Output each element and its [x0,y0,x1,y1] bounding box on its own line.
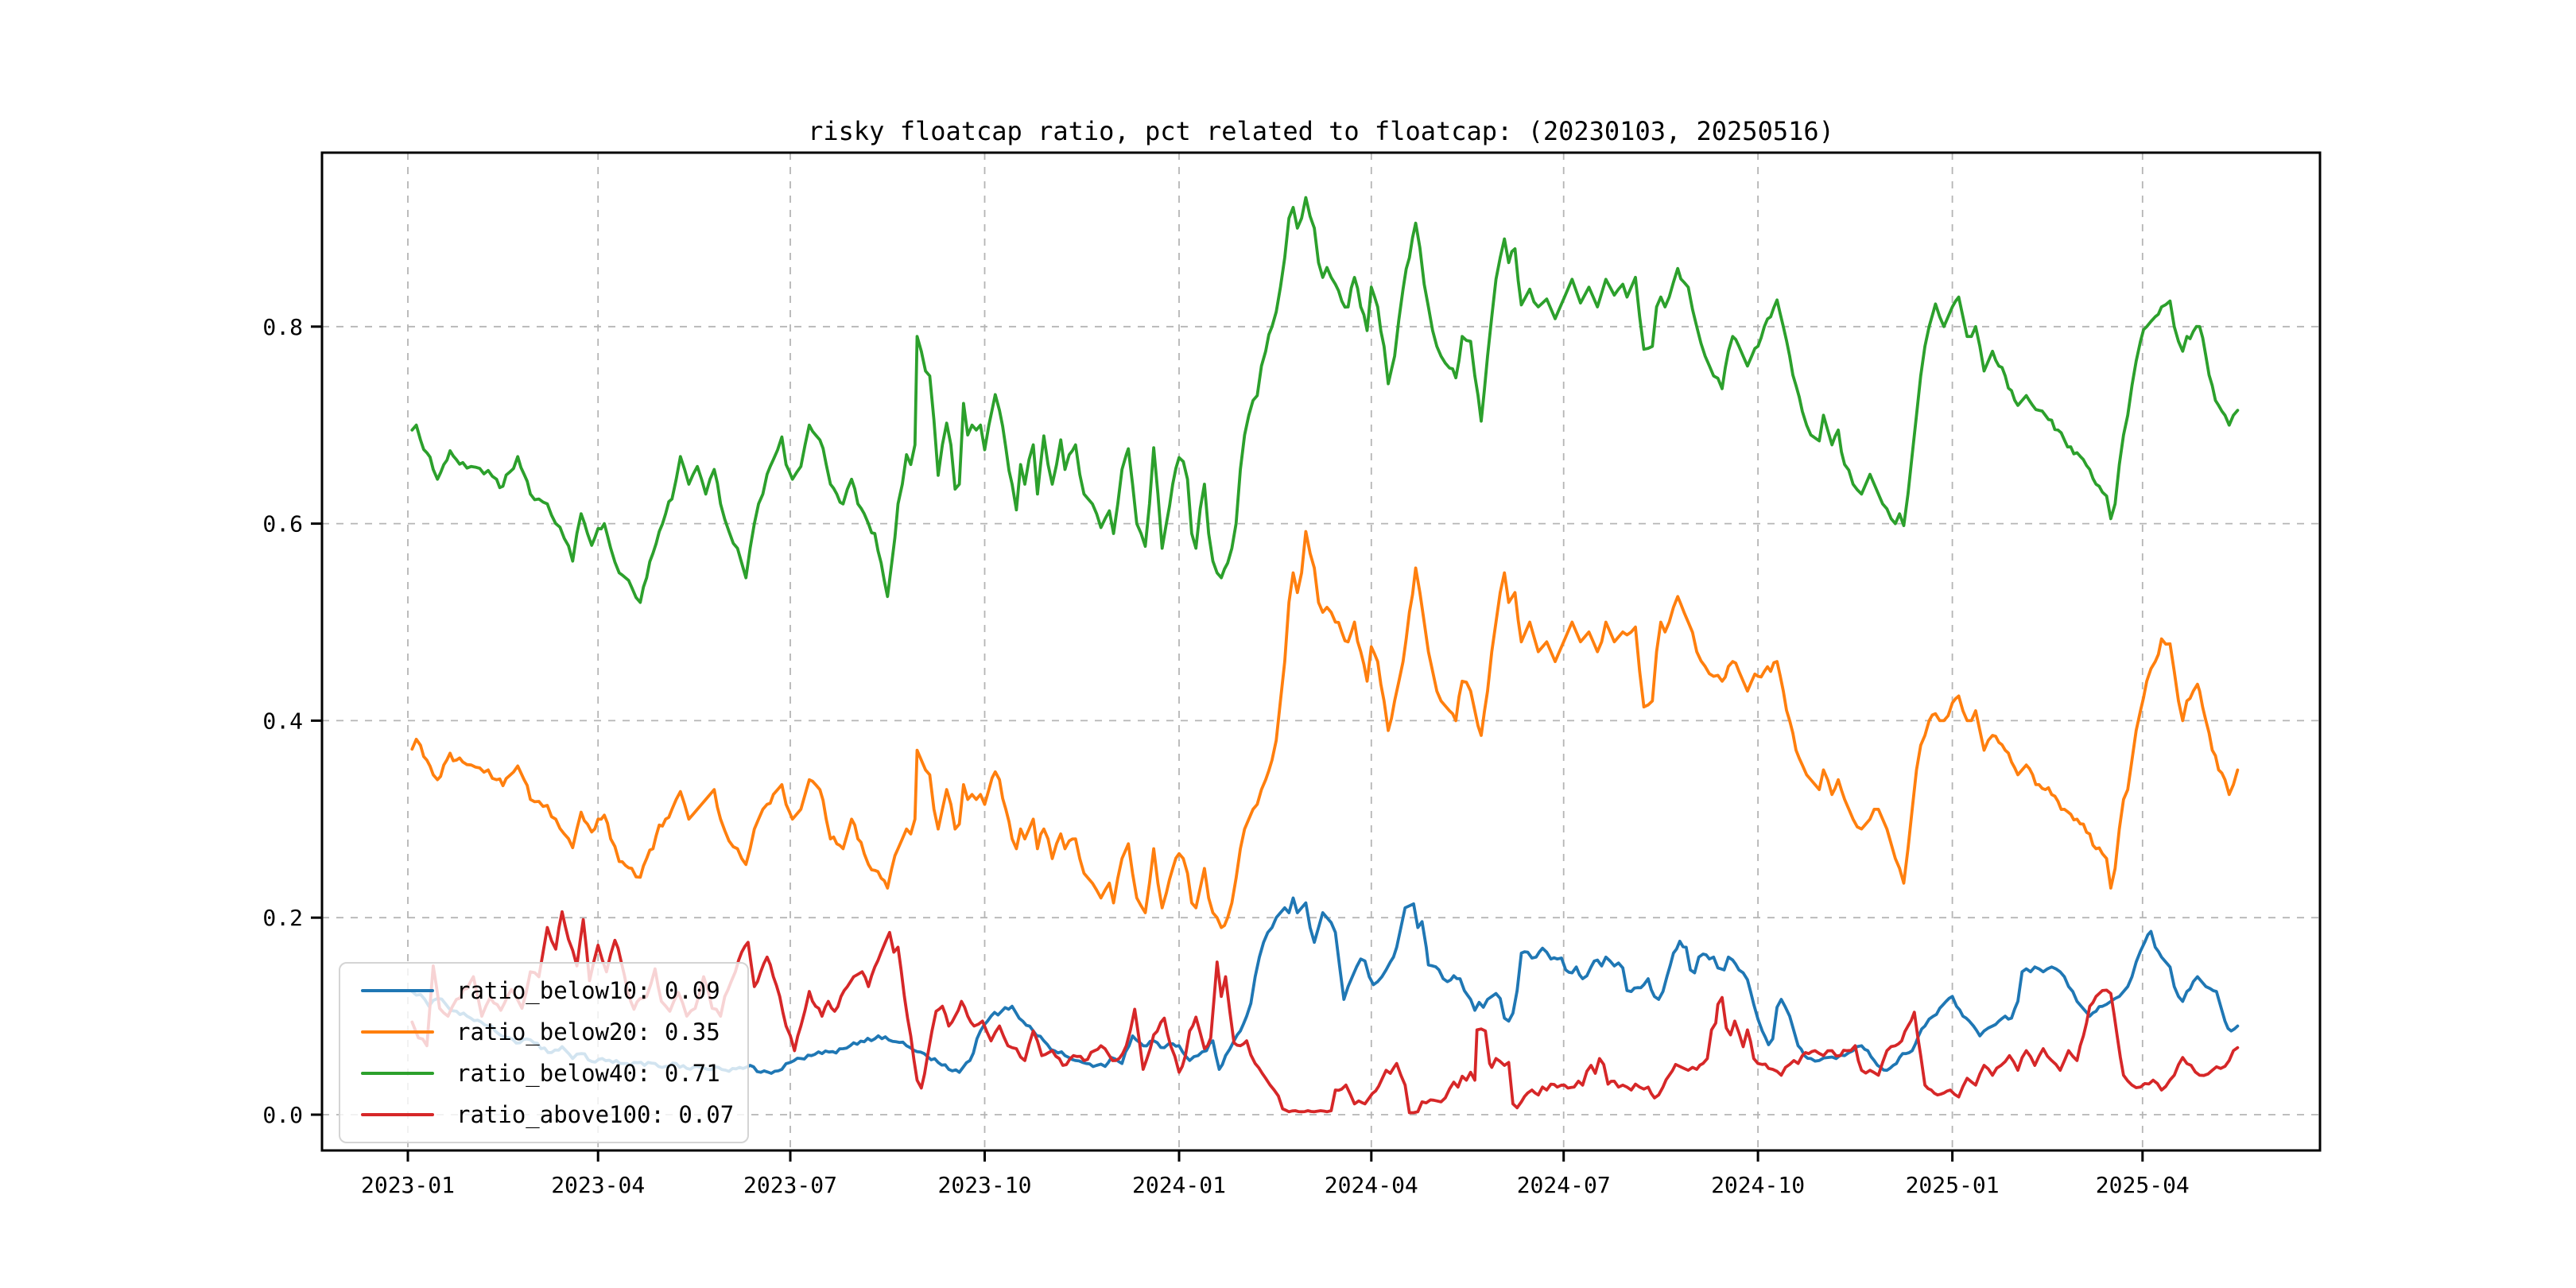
x-tick-label: 2023-07 [743,1172,837,1198]
series-line-ratio_below20 [410,530,2240,929]
y-tick-label: 0.2 [262,905,303,931]
x-tick-label: 2023-04 [551,1172,645,1198]
x-tick-label: 2025-01 [1906,1172,2000,1198]
x-tick-label: 2024-10 [1711,1172,1805,1198]
y-tick-label: 0.4 [262,708,303,734]
x-tick-label: 2023-01 [361,1172,455,1198]
legend-item: ratio_below40: 0.71 [361,1060,741,1087]
x-tick-label: 2024-07 [1517,1172,1611,1198]
x-tick-label: 2024-01 [1132,1172,1226,1198]
chart-legend: ratio_below10: 0.09 ratio_below20: 0.35 … [339,962,749,1143]
y-tick-label: 0.0 [262,1102,303,1128]
legend-line-sample-ratio-below20 [361,1030,434,1034]
legend-line-sample-ratio-below40 [361,1072,434,1075]
x-tick-label: 2024-04 [1325,1172,1418,1198]
legend-label: ratio_below10: 0.09 [456,977,720,1004]
y-tick-label: 0.6 [262,511,303,537]
legend-item: ratio_above100: 0.07 [361,1101,741,1128]
legend-line-sample-ratio-below10 [361,989,434,992]
plot-frame [320,151,2322,1152]
y-tick-label: 0.8 [262,314,303,340]
x-tick-label: 2023-10 [937,1172,1031,1198]
chart-title: risky floatcap ratio, pct related to flo… [808,116,1834,146]
x-tick-label: 2025-04 [2096,1172,2190,1198]
legend-line-sample-ratio-above100 [361,1113,434,1116]
series-line-ratio_below40 [410,196,2240,604]
legend-label: ratio_below20: 0.35 [456,1018,720,1046]
legend-label: ratio_above100: 0.07 [456,1101,735,1128]
legend-item: ratio_below10: 0.09 [361,977,741,1004]
legend-item: ratio_below20: 0.35 [361,1018,741,1046]
legend-label: ratio_below40: 0.71 [456,1060,720,1087]
